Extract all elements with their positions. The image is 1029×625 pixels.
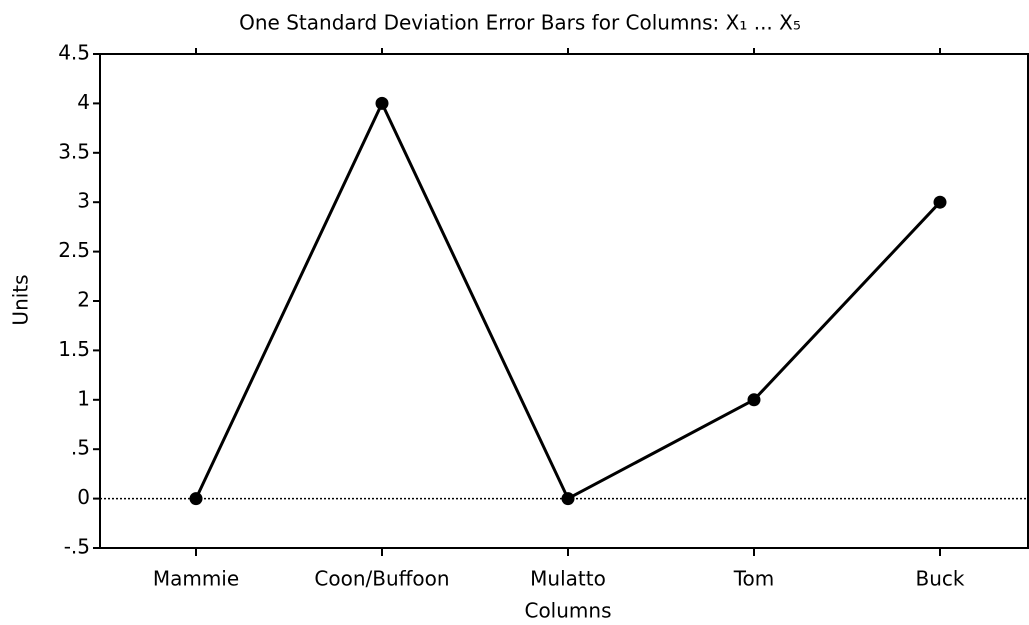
y-tick-label: .5 [71, 436, 90, 460]
y-tick-label: 4 [77, 90, 90, 114]
point [561, 492, 575, 506]
line [194, 99, 942, 501]
y-tick-label: 3.5 [58, 139, 90, 163]
y-tick-label: 4.5 [58, 41, 90, 65]
x-tick-label: Mulatto [530, 567, 606, 591]
x-tick-label: Tom [733, 567, 775, 591]
x-tick-label: Coon/Buffoon [314, 567, 449, 591]
point [189, 492, 203, 506]
y-tick-label: 2 [77, 288, 90, 312]
y-tick-label: 0 [77, 485, 90, 509]
x-axis-label: Columns [524, 599, 611, 623]
y-tick-label: 1 [77, 386, 90, 410]
y-tick-label: -.5 [64, 535, 90, 559]
chart-title: One Standard Deviation Error Bars for Co… [239, 11, 801, 35]
point [933, 195, 947, 209]
plot-frame [99, 53, 1029, 549]
y-tick-label: 3 [77, 189, 90, 213]
x-tick-label: Mammie [153, 567, 239, 591]
point [747, 393, 761, 407]
y-tick-label: 2.5 [58, 238, 90, 262]
y-axis-label: Units [9, 274, 33, 325]
y-tick-label: 1.5 [58, 337, 90, 361]
point [375, 96, 389, 110]
x-tick-label: Buck [916, 567, 965, 591]
